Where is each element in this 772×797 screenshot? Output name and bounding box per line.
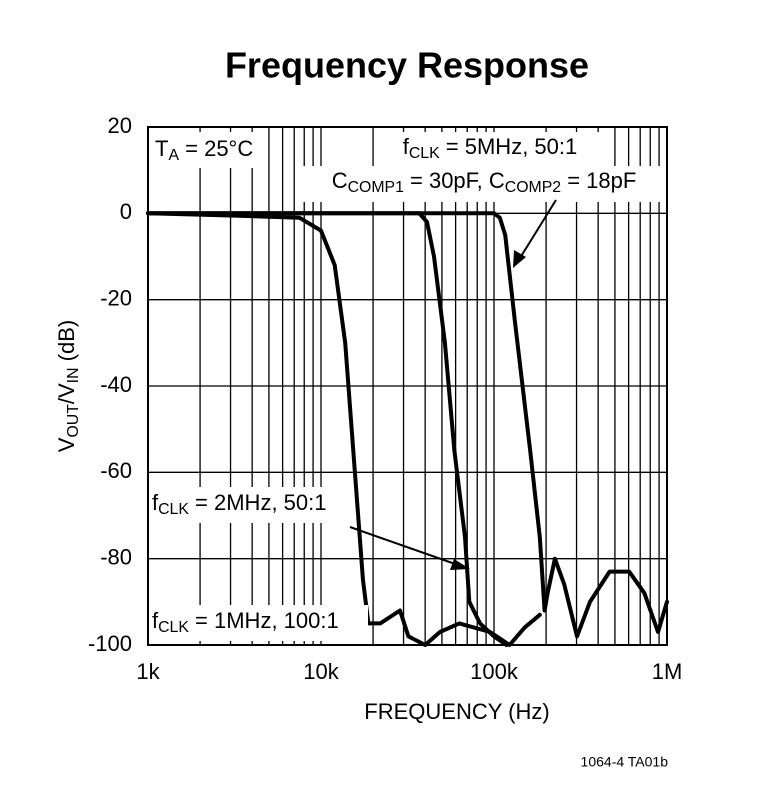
annotation: fCLK = 1MHz, 100:1 — [152, 608, 339, 636]
text-part: = 18pF — [561, 168, 636, 193]
x-tick-label: 10k — [303, 659, 339, 684]
text-part: = 2MHz, 50:1 — [189, 490, 327, 515]
subscript: A — [168, 147, 179, 164]
x-axis-title: FREQUENCY (Hz) — [364, 699, 549, 724]
subscript: COMP1 — [348, 179, 404, 196]
chart-title: Frequency Response — [225, 45, 589, 86]
subscript: CLK — [158, 619, 189, 636]
y-tick-label: 20 — [108, 113, 132, 138]
y-tick-label: -20 — [100, 285, 132, 310]
y-tick-label: -80 — [100, 544, 132, 569]
y-tick-label: -60 — [100, 458, 132, 483]
subscript: COMP2 — [505, 179, 561, 196]
text-part: = 1MHz, 100:1 — [189, 608, 339, 633]
annotation: fCLK = 2MHz, 50:1 — [152, 490, 327, 518]
subscript: IN — [65, 367, 82, 383]
curve — [146, 211, 509, 647]
plot-frame — [147, 126, 668, 646]
x-tick-label: 100k — [470, 659, 519, 684]
text-part: /V — [54, 383, 79, 404]
y-tick-label: 0 — [120, 199, 132, 224]
annotation: CCOMP1 = 30pF, CCOMP2 = 18pF — [332, 168, 637, 196]
text-part: f — [152, 490, 159, 515]
text-part: = 5MHz, 50:1 — [440, 134, 578, 159]
footnote: 1064-4 TA01b — [581, 754, 669, 770]
annotation: fCLK = 5MHz, 50:1 — [403, 134, 578, 162]
text-part: f — [152, 608, 159, 633]
annotation: TA = 25°C — [155, 136, 253, 164]
y-tick-label: -40 — [100, 372, 132, 397]
text-part: (dB) — [54, 320, 79, 368]
text-part: = 30pF, C — [404, 168, 505, 193]
x-tick-label: 1k — [136, 659, 160, 684]
text-part: V — [54, 437, 79, 452]
curve — [146, 211, 669, 639]
y-axis-title: VOUT/VIN (dB) — [54, 320, 82, 452]
subscript: OUT — [65, 404, 82, 438]
x-tick-label: 1M — [652, 659, 683, 684]
text-part: T — [155, 136, 168, 161]
subscript: CLK — [158, 501, 189, 518]
text-part: = 25°C — [179, 136, 253, 161]
arrows — [349, 199, 557, 570]
label-backgrounds — [150, 132, 665, 641]
text-part: C — [332, 168, 348, 193]
curve — [146, 211, 542, 647]
subscript: CLK — [409, 145, 440, 162]
y-tick-label: -100 — [88, 631, 132, 656]
text-part: f — [403, 134, 410, 159]
